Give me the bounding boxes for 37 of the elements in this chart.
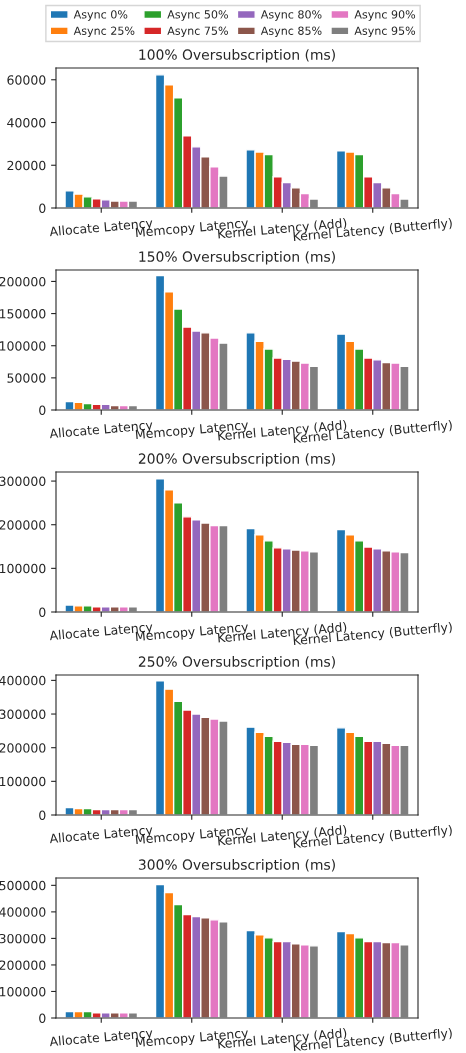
y-tick-label: 400000 [0, 675, 46, 686]
y-tick-label: 50000 [7, 373, 46, 383]
y-tick-label: 200000 [0, 276, 46, 287]
chart-title: 100% Oversubscription (ms) [139, 49, 335, 63]
legend-label: Async 95% [354, 26, 416, 38]
y-tick-label: 0 [39, 810, 46, 820]
y-tick-label: 300000 [0, 476, 46, 486]
legend-label: Async 75% [167, 26, 228, 38]
chart-title: 300% Oversubscription (ms) [138, 859, 335, 873]
chart-title: 150% Oversubscription (ms) [139, 251, 335, 265]
y-tick-label: 0 [39, 1013, 46, 1023]
y-tick-label: 300000 [0, 709, 46, 719]
y-tick-label: 150000 [0, 309, 46, 319]
y-tick-label: 200000 [0, 960, 46, 970]
legend-label: Async 90% [354, 10, 416, 21]
y-tick-label: 60000 [7, 75, 46, 85]
y-tick-label: 100000 [0, 986, 46, 997]
y-tick-label: 500000 [0, 880, 46, 891]
legend-label: Async 50% [167, 10, 228, 21]
chart-title: 250% Oversubscription (ms) [138, 656, 335, 670]
y-tick-label: 200000 [0, 520, 46, 530]
legend-label: Async 0% [73, 10, 128, 21]
y-tick-label: 100000 [0, 563, 46, 574]
y-tick-label: 0 [39, 203, 46, 213]
y-tick-label: 400000 [0, 907, 46, 917]
y-tick-label: 100000 [0, 341, 46, 351]
legend-label: Async 80% [260, 10, 322, 21]
y-tick-label: 100000 [0, 776, 46, 787]
legend-label: Async 25% [73, 26, 135, 38]
y-tick-label: 300000 [0, 933, 46, 944]
y-tick-label: 0 [39, 405, 46, 415]
legend-label: Async 85% [260, 26, 322, 38]
y-tick-label: 0 [39, 607, 46, 617]
y-tick-label: 40000 [7, 117, 46, 128]
chart-title: 200% Oversubscription (ms) [138, 453, 335, 467]
y-tick-label: 200000 [0, 743, 46, 753]
y-tick-label: 20000 [7, 160, 46, 171]
